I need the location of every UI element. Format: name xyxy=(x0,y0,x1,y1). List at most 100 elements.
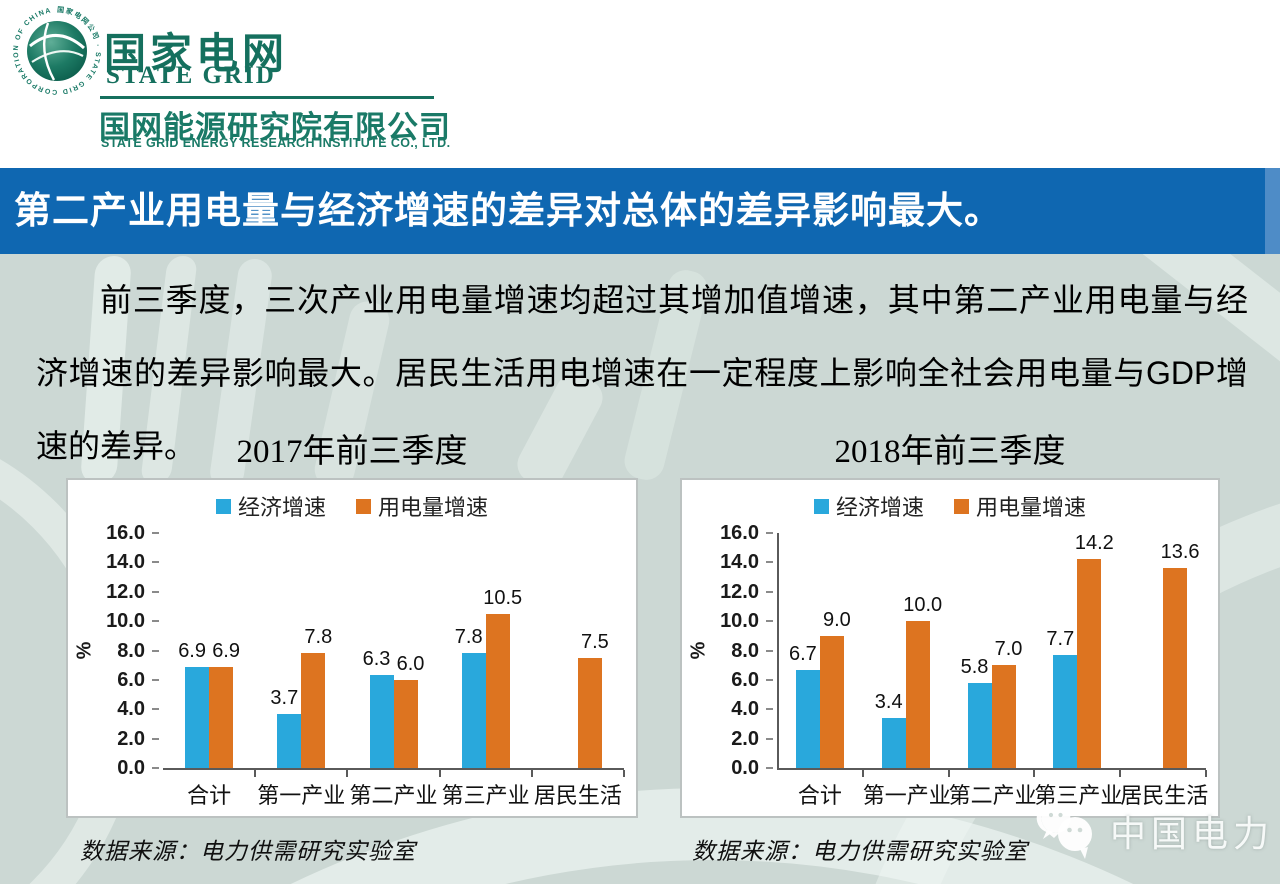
bar xyxy=(301,653,326,768)
y-tick-mark xyxy=(152,767,159,769)
bar-value-label: 13.6 xyxy=(1160,541,1200,564)
logo-title-cn: 国家电网 xyxy=(104,30,289,77)
y-tick-mark xyxy=(766,620,773,623)
y-tick-mark xyxy=(152,678,159,681)
bar-value-label: 6.9 xyxy=(212,639,240,662)
header: 国家电网公司 · STATE GRID CORPORATION OF CHINA… xyxy=(0,0,1280,168)
bar-value-label: 5.8 xyxy=(960,655,989,678)
y-tick-label: 16.0 xyxy=(106,522,145,544)
y-tick-label: 16.0 xyxy=(720,522,759,544)
legend-label: 用电量增速 xyxy=(976,495,1087,520)
bar xyxy=(393,679,418,768)
x-tick-mark xyxy=(1033,770,1036,777)
y-tick-mark xyxy=(766,737,773,740)
bar-value-label: 6.7 xyxy=(788,642,817,665)
y-tick-label: 10.0 xyxy=(720,610,759,633)
x-axis-line xyxy=(163,768,624,770)
x-axis-line xyxy=(777,768,1206,770)
body-paragraph: 前三季度，三次产业用电量增速均超过其增加值增速，其中第二产业用电量与经济增速的差… xyxy=(36,282,1248,464)
x-tick-mark xyxy=(530,770,533,777)
bar-value-label: 7.7 xyxy=(1046,627,1075,650)
x-tick-mark xyxy=(254,770,257,777)
y-axis-line xyxy=(777,533,779,768)
banner-edge-strip xyxy=(1265,168,1280,254)
chart-title-2018: 2018年前三季度 xyxy=(834,434,1066,470)
y-tick-label: 6.0 xyxy=(117,668,145,691)
state-grid-logo-icon: 国家电网公司 · STATE GRID CORPORATION OF CHINA… xyxy=(10,4,100,95)
bar-value-label: 6.3 xyxy=(362,648,391,671)
org-name-cn: 国网能源研究院有限公司 xyxy=(99,110,451,145)
x-category-label: 第三产业 xyxy=(441,783,530,808)
x-category-label: 第二产业 xyxy=(948,783,1037,808)
legend-swatch xyxy=(954,498,969,514)
x-category-label: 第一产业 xyxy=(862,783,951,808)
logo-divider xyxy=(100,96,434,99)
bar-value-label: 7.5 xyxy=(580,630,609,653)
bar-value-label: 6.0 xyxy=(396,652,425,675)
y-tick-mark xyxy=(766,590,773,593)
wechat-icon xyxy=(1036,803,1092,859)
legend-swatch xyxy=(215,498,231,514)
bar-value-label: 7.8 xyxy=(304,626,333,649)
y-tick-label: 8.0 xyxy=(731,639,759,662)
bar-value-label: 7.8 xyxy=(454,626,483,649)
bar-value-label: 10.5 xyxy=(483,586,523,609)
x-category-label: 合计 xyxy=(187,783,232,808)
bar xyxy=(461,653,486,768)
legend-item: 用电量增速 xyxy=(356,490,488,522)
bar xyxy=(991,665,1016,768)
chart-legend: 经济增速 用电量增速 xyxy=(68,490,636,522)
bar xyxy=(185,666,210,768)
y-tick-mark xyxy=(766,708,773,711)
bar xyxy=(819,635,844,768)
y-tick-label: 2.0 xyxy=(731,727,759,750)
x-category-label: 居民生活 xyxy=(1120,783,1209,808)
bar-value-label: 7.0 xyxy=(994,638,1023,661)
bar xyxy=(1053,654,1078,768)
y-tick-label: 0.0 xyxy=(731,757,759,779)
bar xyxy=(485,613,510,768)
bar-value-label: 3.4 xyxy=(874,691,903,714)
y-tick-label: 8.0 xyxy=(117,639,145,662)
chart-2017: 经济增速 用电量增速 0.0 2.0 4.0 6.0 8.0 10.0 12.0 14.0 16.0… xyxy=(66,478,638,818)
x-tick-mark xyxy=(623,770,625,777)
chart-legend: 经济增速 用电量增速 xyxy=(682,490,1218,522)
watermark-label: 中国电力 xyxy=(1110,813,1275,854)
legend-item: 用电量增速 xyxy=(954,490,1086,522)
slide-title: 第二产业用电量与经济增速的差异对总体的差异影响最大。 xyxy=(14,190,1002,231)
x-category-label: 第二产业 xyxy=(349,783,438,808)
y-tick-mark xyxy=(766,767,773,769)
y-tick-mark xyxy=(152,649,159,652)
bar xyxy=(1077,559,1102,768)
y-tick-mark xyxy=(152,532,159,534)
x-tick-mark xyxy=(346,770,349,777)
y-tick-mark xyxy=(152,561,159,564)
x-tick-mark xyxy=(1119,770,1122,777)
bar-value-label: 10.0 xyxy=(903,594,943,617)
bar xyxy=(881,718,906,768)
x-tick-mark xyxy=(1205,770,1207,777)
bar xyxy=(369,675,394,768)
legend-item: 经济增速 xyxy=(813,490,924,522)
y-tick-label: 14.0 xyxy=(720,551,759,574)
chart-title-2017: 2017年前三季度 xyxy=(236,434,468,470)
legend-swatch xyxy=(813,498,829,514)
y-tick-label: 14.0 xyxy=(106,551,145,574)
x-tick-mark xyxy=(861,770,864,777)
wechat-watermark: 中国电力 xyxy=(1036,800,1274,862)
x-category-label: 居民生活 xyxy=(533,783,622,808)
x-category-label: 合计 xyxy=(797,783,842,808)
y-tick-label: 10.0 xyxy=(106,610,145,633)
y-tick-mark xyxy=(766,649,773,652)
legend-label: 经济增速 xyxy=(835,495,924,520)
bar-value-label: 6.9 xyxy=(178,639,206,662)
bar xyxy=(1163,568,1188,768)
logo-title-en: STATE GRID xyxy=(106,62,276,89)
y-axis-title: % xyxy=(73,641,96,659)
y-tick-label: 4.0 xyxy=(731,698,759,721)
y-tick-label: 2.0 xyxy=(117,727,145,750)
bar xyxy=(905,621,930,768)
y-tick-label: 12.0 xyxy=(720,580,759,603)
source-note-2018: 数据来源：电力供需研究实验室 xyxy=(692,839,1028,864)
